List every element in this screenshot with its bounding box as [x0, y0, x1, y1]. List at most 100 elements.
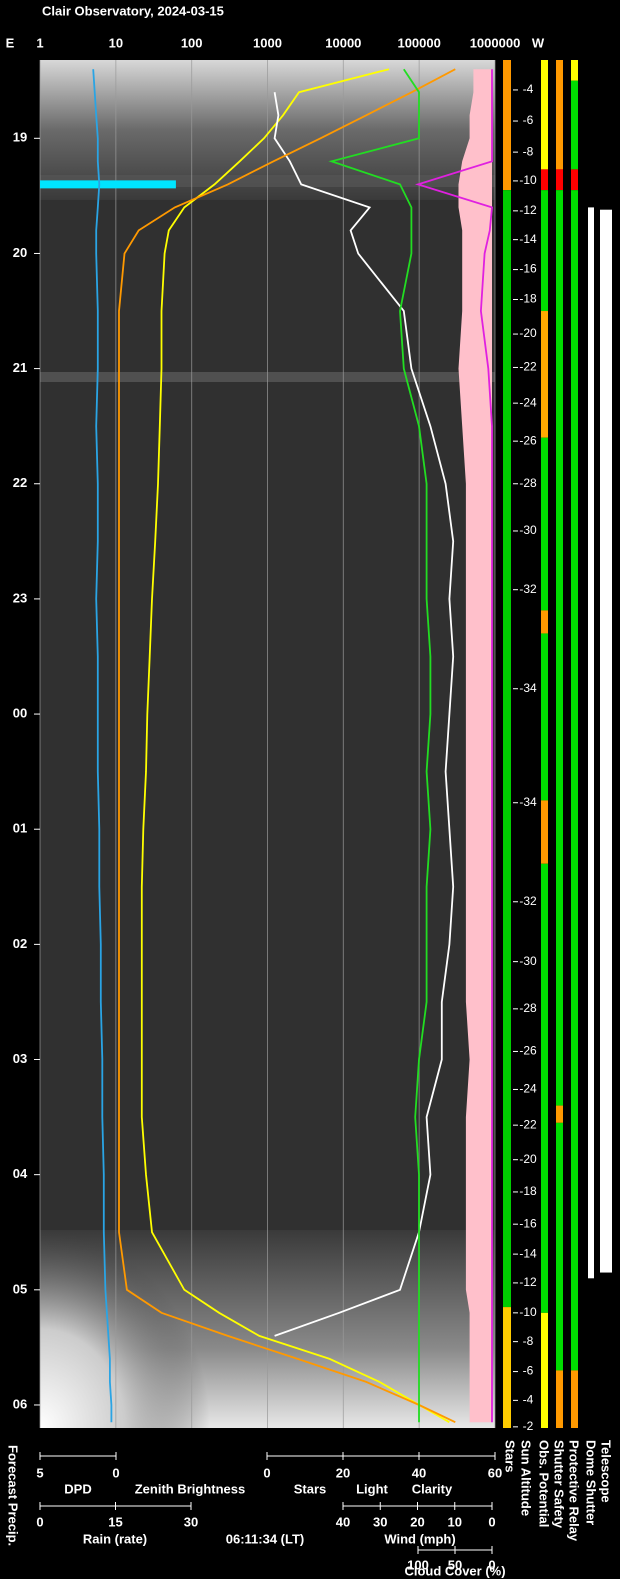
- y-tick-label: 04: [13, 1166, 28, 1181]
- axis-tick-label: 40: [412, 1465, 426, 1480]
- grid: [34, 60, 496, 1428]
- sun-altitude-label: -4: [523, 1393, 534, 1407]
- sun-altitude-label: -26: [519, 433, 537, 447]
- sky-glow: [40, 1230, 210, 1428]
- status-segment: [541, 610, 548, 634]
- y-tick-label: 22: [13, 475, 27, 490]
- axis-tick-label: 10: [448, 1514, 462, 1529]
- sun-altitude-label: -32: [519, 582, 537, 596]
- y-tick-label: 05: [13, 1281, 27, 1296]
- axis-tick-label: 20: [410, 1514, 424, 1529]
- status-segment: [571, 1370, 578, 1428]
- sun-altitude-label: -14: [519, 1246, 537, 1260]
- x-tick-label: 1000000: [470, 35, 521, 50]
- series-bar: [40, 180, 176, 189]
- west-label: W: [532, 35, 545, 50]
- status-segment: [541, 800, 548, 864]
- status-segment: [556, 1105, 563, 1123]
- axis-tick-label: 15: [108, 1514, 122, 1529]
- status-segment: [571, 190, 578, 1371]
- sun-altitude-label: -10: [519, 1305, 537, 1319]
- axis-tick-label: 60: [488, 1465, 502, 1480]
- y-tick-label: 03: [13, 1051, 27, 1066]
- status-label: Stars: [503, 1440, 518, 1473]
- sun-altitude-label: -16: [519, 1216, 537, 1230]
- y-tick-label: 23: [13, 590, 27, 605]
- x-tick-label: 100: [181, 35, 203, 50]
- status-segment: [541, 633, 548, 801]
- sun-altitude-label: -16: [519, 262, 537, 276]
- sun-altitude-label: -4: [523, 82, 534, 96]
- sun-altitude-label: -28: [519, 476, 537, 490]
- y-tick-label: 19: [13, 130, 27, 145]
- legend-label: Zenith Brightness: [135, 1481, 246, 1496]
- axis-tick-label: 20: [336, 1465, 350, 1480]
- status-segment: [600, 209, 612, 1273]
- series-line: [414, 69, 493, 1423]
- legend-label: Clarity: [412, 1481, 453, 1496]
- east-label: E: [6, 35, 15, 50]
- status-label: Obs. Potential: [537, 1440, 552, 1527]
- status-segment: [541, 437, 548, 611]
- series-line: [273, 92, 455, 1337]
- forecast-label: Forecast Precip.: [6, 1445, 21, 1546]
- sun-altitude-label: Sun Altitude: [519, 1440, 534, 1516]
- status-segment: [541, 863, 548, 1313]
- x-tick-label: 1000: [253, 35, 282, 50]
- y-tick-label: 02: [13, 936, 27, 951]
- status-segment: [541, 311, 548, 438]
- axis-tick-label: 5: [36, 1465, 43, 1480]
- sun-altitude-label: -8: [523, 144, 534, 158]
- status-segment: [571, 80, 578, 170]
- sun-altitude-label: -6: [523, 1364, 534, 1378]
- sun-altitude-label: -34: [519, 795, 537, 809]
- sun-altitude-label: -12: [519, 1275, 537, 1289]
- status-segment: [571, 169, 578, 191]
- labels: Clair Observatory, 2024-03-15 E W 06:11:…: [6, 3, 614, 1578]
- y-tick-label: 01: [13, 821, 27, 836]
- sun-altitude-label: -10: [519, 173, 537, 187]
- status-segment: [503, 1307, 511, 1428]
- status-label: Shutter Safety: [552, 1440, 567, 1529]
- x-tick-label: 10000: [325, 35, 361, 50]
- status-segment: [541, 60, 548, 170]
- sun-altitude-label: -24: [519, 1082, 537, 1096]
- status-segment: [541, 190, 548, 312]
- y-tick-label: 20: [13, 245, 27, 260]
- sun-altitude-label: -14: [519, 232, 537, 246]
- status-label: Protective Relay: [567, 1440, 582, 1542]
- axis-tick-label: 0: [263, 1465, 270, 1480]
- sun-altitude-label: -34: [519, 681, 537, 695]
- legend-label: Light: [356, 1481, 388, 1496]
- status-label: Dome Shutter: [584, 1440, 599, 1525]
- sun-altitude-label: -6: [523, 113, 534, 127]
- y-tick-label: 06: [13, 1396, 27, 1411]
- status-segment: [556, 169, 563, 191]
- series-area: [458, 69, 492, 1423]
- status-label: Telescope: [599, 1440, 614, 1503]
- axis-tick-label: 0: [112, 1465, 119, 1480]
- series-line: [140, 68, 450, 1423]
- axis-tick-label: 30: [184, 1514, 198, 1529]
- y-tick-label: 21: [13, 360, 27, 375]
- sun-altitude-label: -22: [519, 360, 537, 374]
- status-segment: [556, 1370, 563, 1428]
- axis-tick-label: 0: [488, 1557, 495, 1572]
- series-line: [118, 68, 456, 1424]
- legend-label: Cloud Cover (%): [404, 1563, 505, 1578]
- axis-tick-label: 40: [336, 1514, 350, 1529]
- status-segment: [556, 190, 563, 1106]
- status-segment: [571, 60, 578, 81]
- legend-label: DPD: [64, 1481, 91, 1496]
- status-segment: [556, 60, 563, 170]
- series-line: [328, 68, 432, 1423]
- x-tick-label: 10: [109, 35, 123, 50]
- legend-label: Stars: [294, 1481, 327, 1496]
- sun-altitude-label: -8: [523, 1334, 534, 1348]
- sun-altitude-label: -18: [519, 1184, 537, 1198]
- legend-label: Wind (mph): [384, 1531, 455, 1546]
- axis-tick-label: 30: [373, 1514, 387, 1529]
- sun-altitude-label: -22: [519, 1117, 537, 1131]
- legend-label: Rain (rate): [83, 1531, 147, 1546]
